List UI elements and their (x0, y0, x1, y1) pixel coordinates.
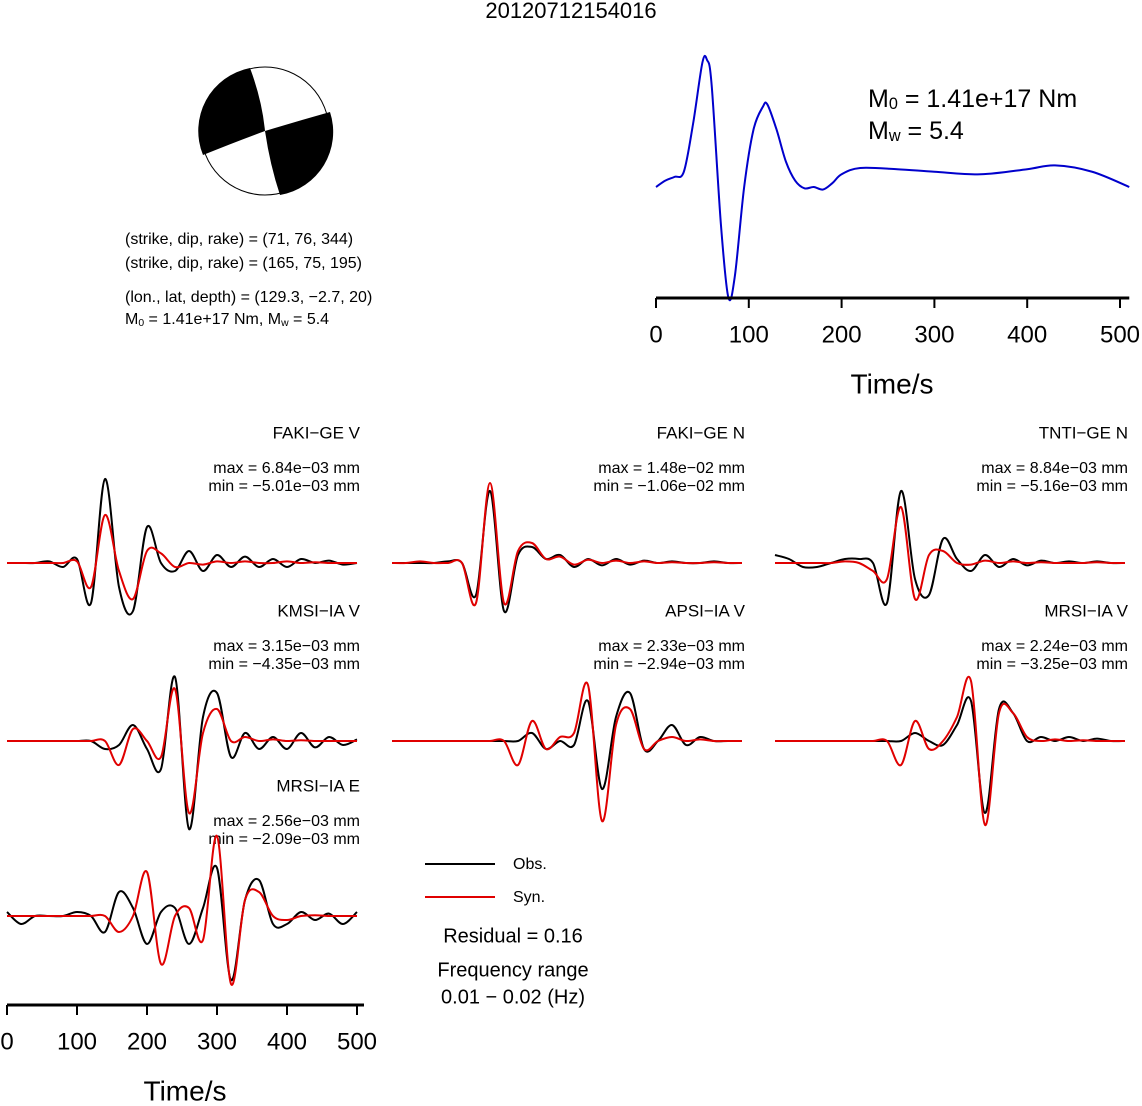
x-tick-label: 100 (57, 1028, 97, 1055)
x-tick-label: 200 (822, 321, 862, 348)
observed-trace (6, 864, 358, 982)
subscript: 0 (889, 95, 898, 113)
legend-label: Syn. (513, 889, 545, 906)
synthetic-trace (6, 834, 357, 986)
nodal-plane-2: (strike, dip, rake) = (165, 75, 195) (125, 255, 362, 272)
min-label: min = −2.94e−03 mm (593, 656, 745, 673)
text-part: = 1.41e+17 Nm (898, 85, 1077, 113)
observed-trace (6, 477, 358, 616)
subscript: w (888, 127, 901, 145)
x-tick-label: 300 (197, 1028, 237, 1055)
max-label: max = 6.84e−03 mm (213, 460, 360, 477)
max-label: max = 8.84e−03 mm (981, 460, 1128, 477)
x-tick-label: 400 (1007, 321, 1047, 348)
station-label: FAKI−GE N (657, 423, 745, 442)
frequency-label: Frequency range (437, 959, 588, 981)
x-tick-label: 200 (127, 1028, 167, 1055)
subscript: 0 (138, 318, 144, 329)
source-time-function (655, 54, 1130, 302)
station-label: FAKI−GE V (273, 423, 361, 442)
x-tick-label: 500 (337, 1028, 377, 1055)
min-label: min = −5.01e−03 mm (208, 478, 360, 495)
subscript: w (280, 318, 289, 329)
x-tick-label: 0 (649, 321, 662, 348)
min-label: min = −1.06e−02 mm (593, 478, 745, 495)
beachball (198, 66, 334, 196)
station-label: MRSI−IA V (1044, 601, 1128, 620)
x-tick-label: 400 (267, 1028, 307, 1055)
text-part: M (868, 117, 889, 145)
magnitude-label: Mw = 5.4 (868, 117, 964, 145)
magnitude: M0 = 1.41e+17 Nm, Mw = 5.4 (125, 311, 329, 329)
residual: Residual = 0.16 (443, 925, 583, 947)
synthetic-trace (775, 676, 1125, 827)
min-label: min = −3.25e−03 mm (976, 656, 1128, 673)
max-label: max = 2.56e−03 mm (213, 813, 360, 830)
max-label: max = 1.48e−02 mm (598, 460, 745, 477)
max-label: max = 2.33e−03 mm (598, 638, 745, 655)
observed-trace (391, 489, 743, 614)
x-tick-label: 100 (729, 321, 769, 348)
min-label: min = −5.16e−03 mm (976, 478, 1128, 495)
legend-label: Obs. (513, 856, 547, 873)
x-tick-label: 300 (914, 321, 954, 348)
observed-trace (774, 489, 1126, 607)
synthetic-trace (6, 513, 357, 601)
beachball-compression (198, 68, 265, 155)
nodal-plane-1: (strike, dip, rake) = (71, 76, 344) (125, 231, 353, 248)
figure-title: 20120712154016 (485, 0, 656, 23)
synthetic-trace (7, 687, 357, 815)
x-axis-label: Time/s (144, 1075, 227, 1106)
text-part: M (125, 311, 138, 328)
max-label: max = 3.15e−03 mm (213, 638, 360, 655)
x-tick-label: 500 (1100, 321, 1140, 348)
min-label: min = −4.35e−03 mm (208, 656, 360, 673)
synthetic-trace (392, 681, 742, 823)
synthetic-trace (391, 481, 743, 607)
text-part: = 5.4 (289, 311, 330, 328)
x-axis-label: Time/s (851, 368, 934, 399)
observed-trace (775, 696, 1126, 815)
location: (lon., lat, depth) = (129.3, −2.7, 20) (125, 289, 372, 306)
text-part: = 5.4 (901, 117, 964, 145)
station-label: TNTI−GE N (1039, 423, 1128, 442)
text-part: = 1.41e+17 Nm, M (144, 311, 281, 328)
synthetic-trace (774, 505, 1126, 601)
station-label: MRSI−IA E (276, 776, 360, 795)
beachball-compression (265, 112, 334, 195)
station-label: KMSI−IA V (277, 601, 360, 620)
station-label: APSI−IA V (665, 601, 746, 620)
moment-label: M0 = 1.41e+17 Nm (868, 85, 1077, 113)
text-part: M (868, 85, 889, 113)
max-label: max = 2.24e−03 mm (981, 638, 1128, 655)
frequency-range: 0.01 − 0.02 (Hz) (441, 986, 585, 1008)
x-tick-label: 0 (0, 1028, 13, 1055)
min-label: min = −2.09e−03 mm (208, 831, 360, 848)
